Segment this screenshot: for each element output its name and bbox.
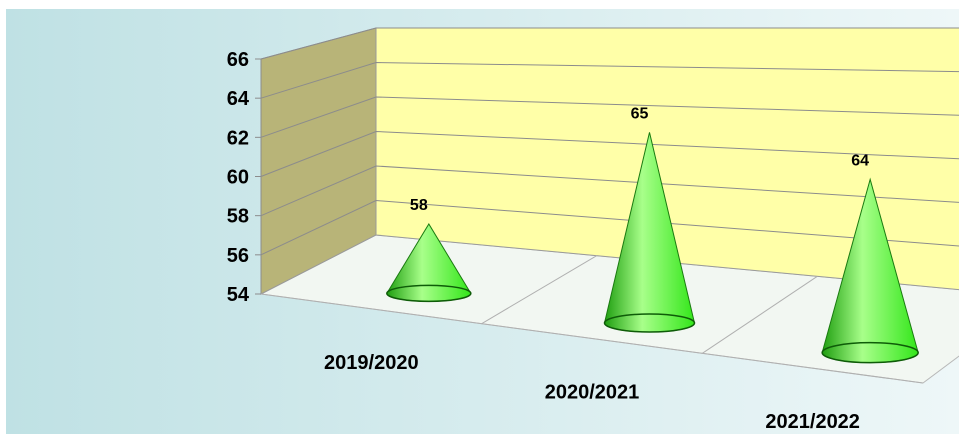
y-tick-label: 58 bbox=[227, 206, 249, 228]
gridline bbox=[260, 165, 963, 217]
data-label: 65 bbox=[631, 105, 649, 122]
gridline bbox=[260, 96, 963, 138]
cone-chart: 54 56 58 60 62 64 66 2019/2020 2020/2021 2021/20… bbox=[6, 9, 963, 434]
chart-canvas: 54 56 58 60 62 64 66 2019/2020 2020/2021 2021/20… bbox=[6, 9, 963, 434]
x-tick-label: 2019/2020 bbox=[324, 352, 419, 374]
cone-base-rim bbox=[603, 313, 696, 333]
x-tick-label: 2021/2022 bbox=[765, 411, 860, 433]
cone-base-rim bbox=[821, 341, 919, 364]
data-label: 64 bbox=[851, 152, 869, 169]
gridline bbox=[260, 61, 963, 99]
floor-divider bbox=[481, 255, 597, 325]
y-tick-label: 66 bbox=[227, 49, 249, 71]
gridline bbox=[260, 130, 963, 177]
cone-base-rim bbox=[386, 284, 472, 303]
gridline bbox=[260, 27, 963, 60]
y-tick-label: 54 bbox=[227, 284, 250, 306]
data-label: 58 bbox=[410, 197, 428, 214]
x-tick-label: 2020/2021 bbox=[545, 382, 640, 404]
x-axis-line bbox=[260, 293, 924, 384]
y-tick-label: 62 bbox=[227, 127, 249, 149]
y-tick-label: 64 bbox=[227, 88, 250, 110]
y-tick-label: 56 bbox=[227, 245, 249, 267]
y-tick-label: 60 bbox=[227, 167, 249, 189]
gridline bbox=[260, 199, 963, 256]
floor-divider bbox=[702, 275, 818, 354]
